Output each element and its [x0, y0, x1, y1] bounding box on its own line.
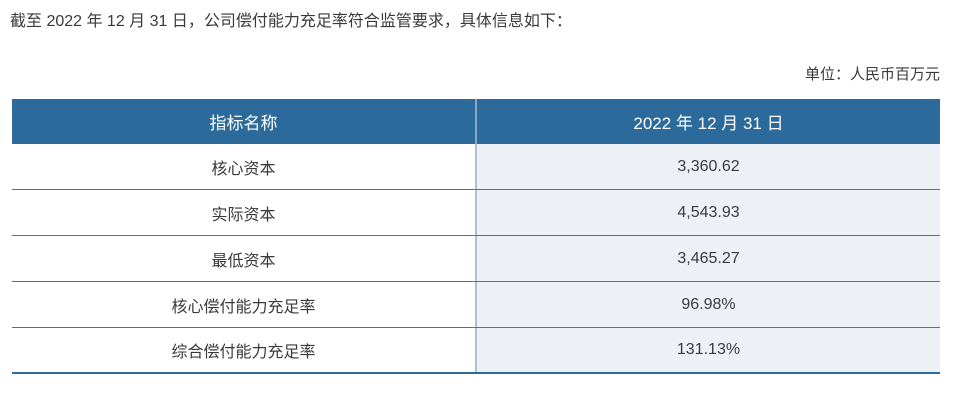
table-row: 最低资本 3,465.27: [12, 236, 940, 282]
row-value: 96.98%: [475, 282, 940, 327]
table-row: 实际资本 4,543.93: [12, 190, 940, 236]
column-header-date: 2022 年 12 月 31 日: [475, 99, 940, 144]
row-value: 3,360.62: [475, 144, 940, 189]
unit-label: 单位：人民币百万元: [804, 66, 940, 83]
table-body: 核心资本 3,360.62 实际资本 4,543.93 最低资本 3,465.2…: [12, 144, 940, 374]
solvency-table: 指标名称 2022 年 12 月 31 日 核心资本 3,360.62 实际资本…: [12, 99, 940, 374]
row-label: 核心偿付能力充足率: [12, 282, 475, 327]
row-label: 核心资本: [12, 144, 475, 189]
row-value: 131.13%: [475, 328, 940, 372]
row-value: 4,543.93: [475, 190, 940, 235]
row-label: 综合偿付能力充足率: [12, 328, 475, 372]
table-row: 综合偿付能力充足率 131.13%: [12, 328, 940, 374]
table-header-row: 指标名称 2022 年 12 月 31 日: [12, 99, 940, 144]
row-label: 最低资本: [12, 236, 475, 281]
table-row: 核心资本 3,360.62: [12, 144, 940, 190]
intro-text: 截至 2022 年 12 月 31 日，公司偿付能力充足率符合监管要求，具体信息…: [10, 13, 572, 30]
table-row: 核心偿付能力充足率 96.98%: [12, 282, 940, 328]
row-label: 实际资本: [12, 190, 475, 235]
column-header-indicator: 指标名称: [209, 114, 278, 133]
row-value: 3,465.27: [475, 236, 940, 281]
